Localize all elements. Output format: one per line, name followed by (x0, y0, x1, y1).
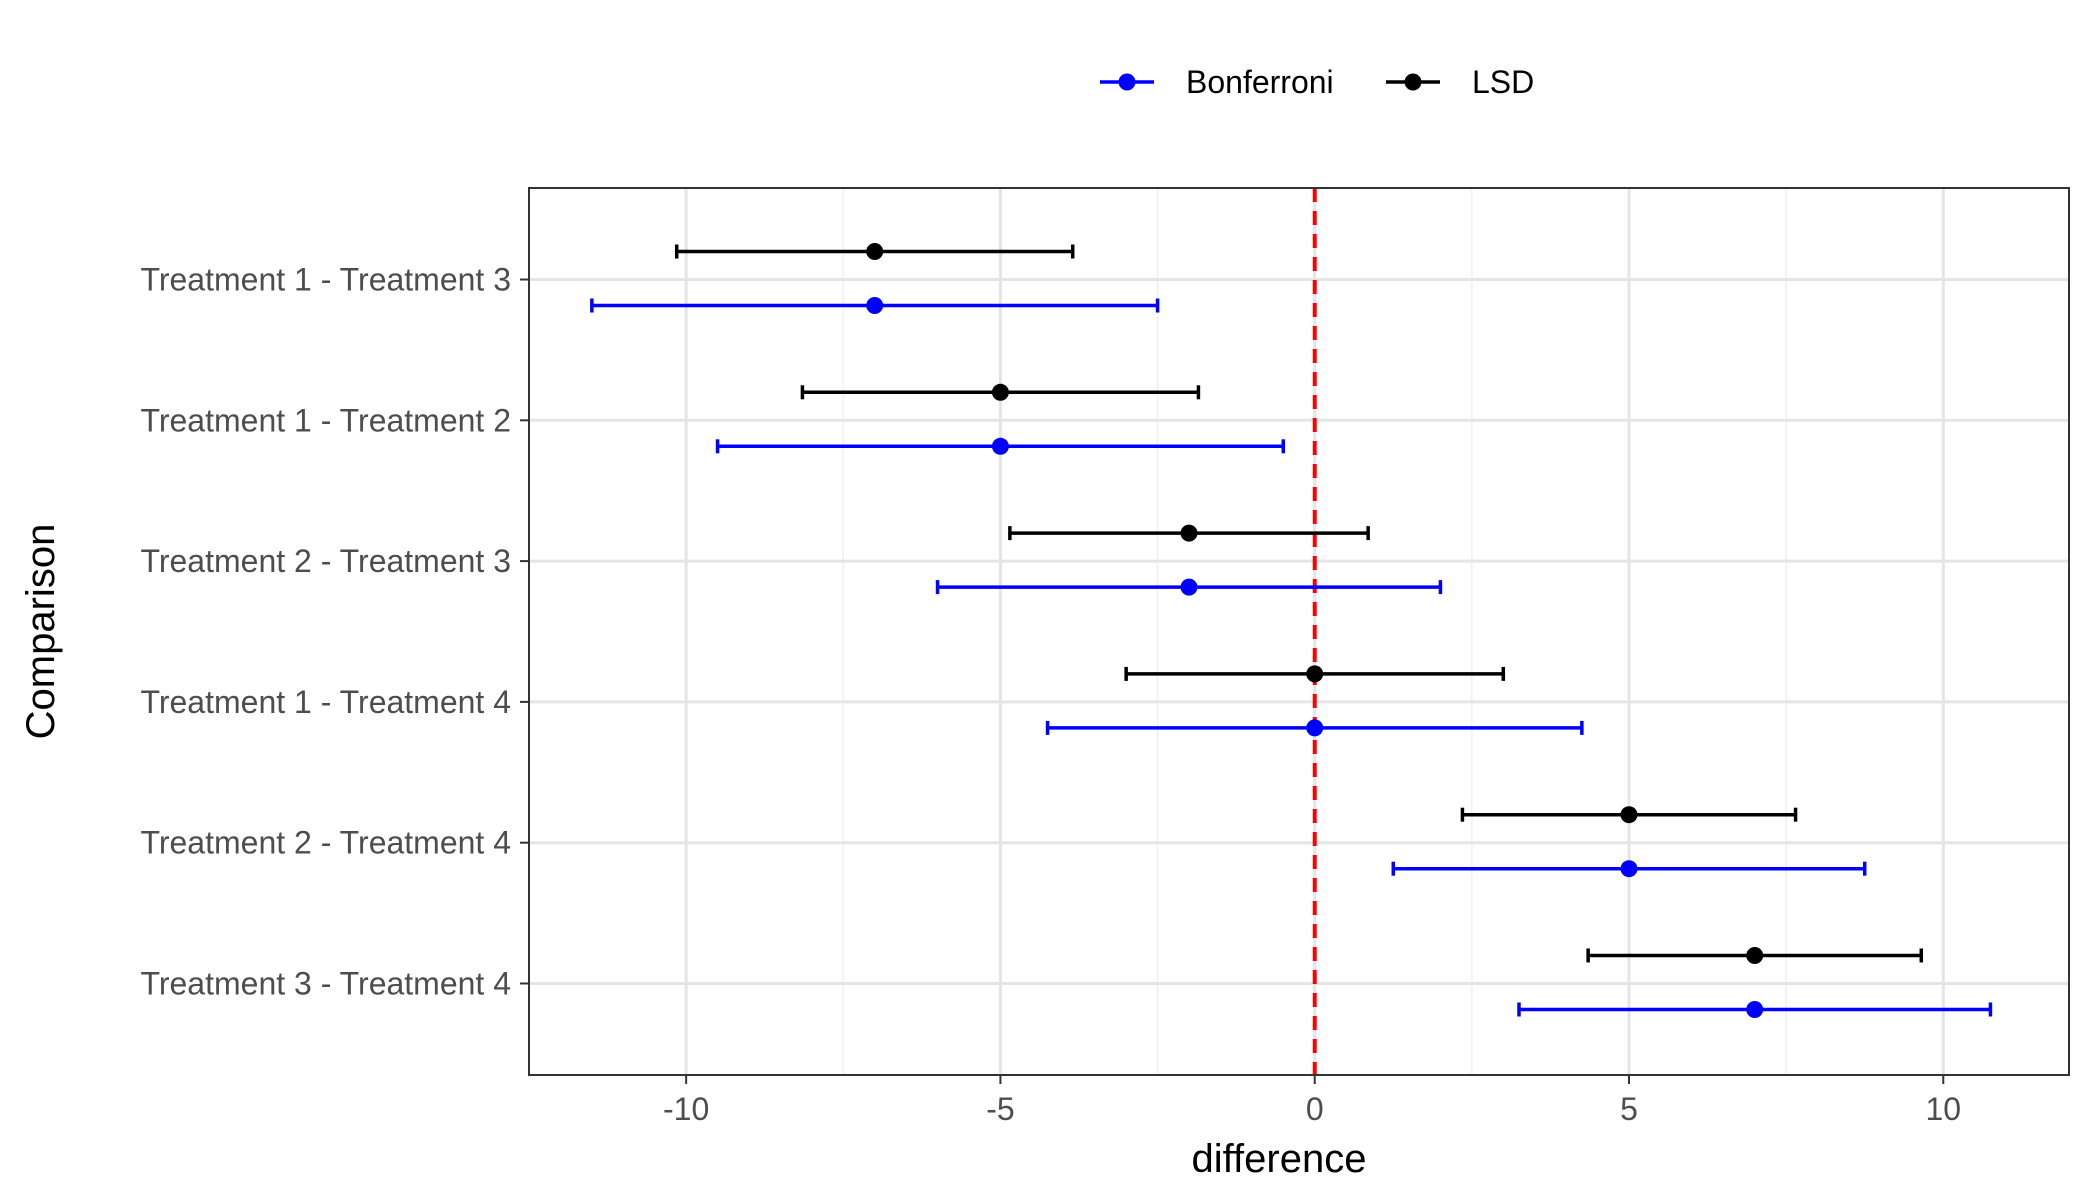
x-tick-label: -5 (986, 1091, 1014, 1127)
point-estimate (991, 383, 1009, 401)
legend-item-lsd: LSD (1386, 64, 1534, 100)
series-bonferroni (590, 297, 1993, 1018)
y-tick-label: Treatment 2 - Treatment 4 (140, 825, 511, 861)
plot-panel-border (528, 187, 2070, 1076)
point-estimate (991, 437, 1009, 455)
y-tick-label: Treatment 1 - Treatment 4 (140, 684, 511, 720)
point-estimate (1620, 806, 1638, 824)
point-estimate (1746, 1000, 1764, 1018)
point-estimate (1306, 719, 1324, 737)
legend-key-point (1404, 73, 1422, 91)
point-estimate (1620, 860, 1638, 878)
point-estimate (866, 243, 884, 261)
point-estimate (866, 297, 884, 315)
y-tick-label: Treatment 1 - Treatment 3 (140, 262, 511, 298)
x-axis: -10 -5 0 5 10 (663, 1075, 1961, 1127)
legend-label: Bonferroni (1186, 64, 1334, 100)
legend-key-point (1118, 73, 1136, 91)
series-lsd (674, 243, 1924, 964)
y-tick-label: Treatment 3 - Treatment 4 (140, 965, 511, 1001)
y-axis: Treatment 1 - Treatment 3 Treatment 1 - T… (140, 262, 529, 1001)
point-estimate (1306, 665, 1324, 683)
grid (529, 188, 2069, 1075)
point-estimate (1180, 578, 1198, 596)
x-tick-label: 0 (1306, 1091, 1324, 1127)
legend-item-bonferroni: Bonferroni (1100, 64, 1334, 100)
x-tick-label: -10 (663, 1091, 709, 1127)
point-estimate (1746, 946, 1764, 964)
point-estimate (1180, 524, 1198, 542)
y-tick-label: Treatment 2 - Treatment 3 (140, 543, 511, 579)
y-tick-label: Treatment 1 - Treatment 2 (140, 402, 511, 438)
x-tick-label: 5 (1620, 1091, 1638, 1127)
x-tick-label: 10 (1925, 1091, 1961, 1127)
error-bars (590, 243, 1993, 1018)
legend: Bonferroni LSD (1100, 64, 1534, 100)
y-axis-title: Comparison (19, 524, 63, 740)
x-axis-title: difference (1192, 1137, 1367, 1181)
legend-label: LSD (1472, 64, 1534, 100)
